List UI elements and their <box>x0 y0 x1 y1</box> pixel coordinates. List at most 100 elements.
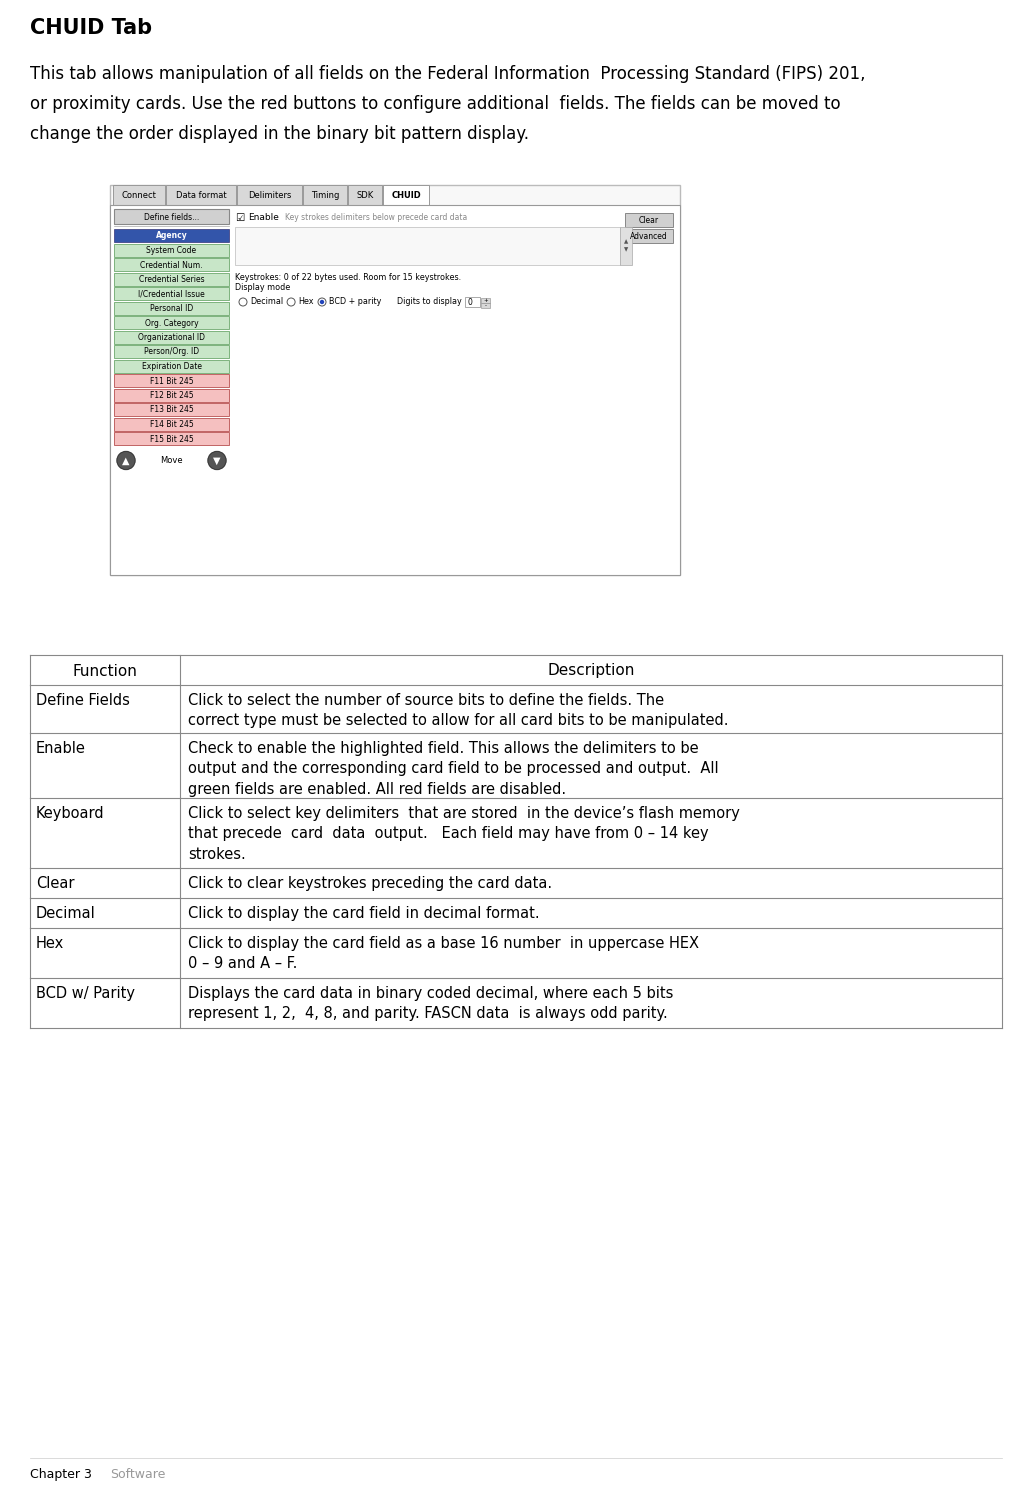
Text: Delimiters: Delimiters <box>248 191 291 200</box>
Text: Chapter 3: Chapter 3 <box>30 1468 92 1482</box>
Text: Enable: Enable <box>36 742 86 756</box>
Bar <box>348 185 382 205</box>
Bar <box>114 432 229 446</box>
Bar <box>481 302 490 308</box>
Text: Software: Software <box>110 1468 165 1482</box>
Text: Timing: Timing <box>311 191 340 200</box>
Text: Data format: Data format <box>175 191 226 200</box>
Bar <box>30 655 1002 685</box>
Circle shape <box>318 298 326 306</box>
Bar <box>114 417 229 431</box>
Text: Digits to display: Digits to display <box>396 298 461 306</box>
Circle shape <box>117 451 135 469</box>
Bar <box>625 212 673 227</box>
Bar <box>110 185 680 576</box>
Bar <box>114 209 229 224</box>
Text: ▲: ▲ <box>624 239 628 245</box>
Text: change the order displayed in the binary bit pattern display.: change the order displayed in the binary… <box>30 126 529 144</box>
Text: ☑: ☑ <box>235 212 245 223</box>
Text: Click to clear keystrokes preceding the card data.: Click to clear keystrokes preceding the … <box>188 876 552 891</box>
Text: Organizational ID: Organizational ID <box>138 333 205 342</box>
Bar <box>114 287 229 300</box>
Bar <box>303 185 347 205</box>
Bar <box>114 229 229 242</box>
Bar <box>114 302 229 314</box>
Circle shape <box>287 298 295 306</box>
Text: Key strokes delimiters below precede card data: Key strokes delimiters below precede car… <box>285 214 467 223</box>
Bar <box>465 298 480 306</box>
Bar <box>235 227 620 265</box>
Text: F15 Bit 245: F15 Bit 245 <box>150 435 193 444</box>
Bar <box>114 244 229 257</box>
Text: Personal ID: Personal ID <box>150 303 193 312</box>
Text: -: - <box>485 303 487 308</box>
Text: Keystrokes: 0 of 22 bytes used. Room for 15 keystrokes.: Keystrokes: 0 of 22 bytes used. Room for… <box>235 272 461 281</box>
Text: Expiration Date: Expiration Date <box>141 362 201 371</box>
Text: Move: Move <box>160 456 183 465</box>
Text: SDK: SDK <box>356 191 374 200</box>
Text: CHUID Tab: CHUID Tab <box>30 18 152 37</box>
Text: Enable: Enable <box>248 214 279 223</box>
Bar <box>237 185 302 205</box>
Text: Person/Org. ID: Person/Org. ID <box>143 347 199 356</box>
Bar <box>625 229 673 244</box>
Text: Credential Series: Credential Series <box>138 275 204 284</box>
Text: F12 Bit 245: F12 Bit 245 <box>150 392 193 401</box>
Text: 0: 0 <box>467 298 473 306</box>
Text: Clear: Clear <box>639 215 659 226</box>
Text: Click to display the card field as a base 16 number  in uppercase HEX
0 – 9 and : Click to display the card field as a bas… <box>188 936 699 972</box>
Text: This tab allows manipulation of all fields on the Federal Information  Processin: This tab allows manipulation of all fiel… <box>30 64 866 84</box>
Text: Hex: Hex <box>298 298 314 306</box>
Circle shape <box>208 451 226 469</box>
Text: ▼: ▼ <box>214 456 221 465</box>
Text: CHUID: CHUID <box>391 191 421 200</box>
Text: +: + <box>483 298 488 303</box>
Circle shape <box>239 298 247 306</box>
Text: System Code: System Code <box>147 247 196 256</box>
Bar <box>114 345 229 357</box>
Text: I/Credential Issue: I/Credential Issue <box>138 290 205 299</box>
Text: Decimal: Decimal <box>250 298 283 306</box>
Bar <box>114 330 229 344</box>
Text: Description: Description <box>547 664 635 679</box>
Text: F14 Bit 245: F14 Bit 245 <box>150 420 193 429</box>
Text: Click to select the number of source bits to define the fields. The
correct type: Click to select the number of source bit… <box>188 694 729 728</box>
Bar <box>114 404 229 416</box>
Circle shape <box>320 300 324 303</box>
Bar <box>114 389 229 402</box>
Text: Agency: Agency <box>156 232 188 241</box>
Text: BCD + parity: BCD + parity <box>329 298 382 306</box>
Bar <box>166 185 236 205</box>
Text: Click to display the card field in decimal format.: Click to display the card field in decim… <box>188 906 540 921</box>
Text: Function: Function <box>72 664 137 679</box>
Text: Clear: Clear <box>36 876 74 891</box>
Text: Define fields...: Define fields... <box>143 212 199 221</box>
Text: ▼: ▼ <box>624 248 628 253</box>
Text: or proximity cards. Use the red buttons to configure additional  fields. The fie: or proximity cards. Use the red buttons … <box>30 96 841 114</box>
Bar <box>383 185 429 205</box>
Text: BCD w/ Parity: BCD w/ Parity <box>36 987 135 1002</box>
Text: Check to enable the highlighted field. This allows the delimiters to be
output a: Check to enable the highlighted field. T… <box>188 742 718 797</box>
Bar <box>114 315 229 329</box>
Text: Advanced: Advanced <box>631 232 668 241</box>
Text: Displays the card data in binary coded decimal, where each 5 bits
represent 1, 2: Displays the card data in binary coded d… <box>188 987 673 1021</box>
Text: Connect: Connect <box>122 191 157 200</box>
Text: Decimal: Decimal <box>36 906 96 921</box>
Bar <box>114 374 229 387</box>
Text: Click to select key delimiters  that are stored  in the device’s flash memory
th: Click to select key delimiters that are … <box>188 806 740 861</box>
Text: Display mode: Display mode <box>235 283 290 292</box>
Text: F13 Bit 245: F13 Bit 245 <box>150 405 193 414</box>
Bar <box>114 272 229 286</box>
Bar <box>114 359 229 372</box>
Bar <box>620 227 632 265</box>
Bar <box>114 259 229 271</box>
Text: Org. Category: Org. Category <box>144 318 198 327</box>
Text: ▲: ▲ <box>122 456 130 465</box>
Bar <box>110 205 680 576</box>
Text: Define Fields: Define Fields <box>36 694 130 709</box>
Text: F11 Bit 245: F11 Bit 245 <box>150 377 193 386</box>
Bar <box>112 185 165 205</box>
Text: Credential Num.: Credential Num. <box>140 260 202 269</box>
Text: Keyboard: Keyboard <box>36 806 104 821</box>
Text: Hex: Hex <box>36 936 64 951</box>
